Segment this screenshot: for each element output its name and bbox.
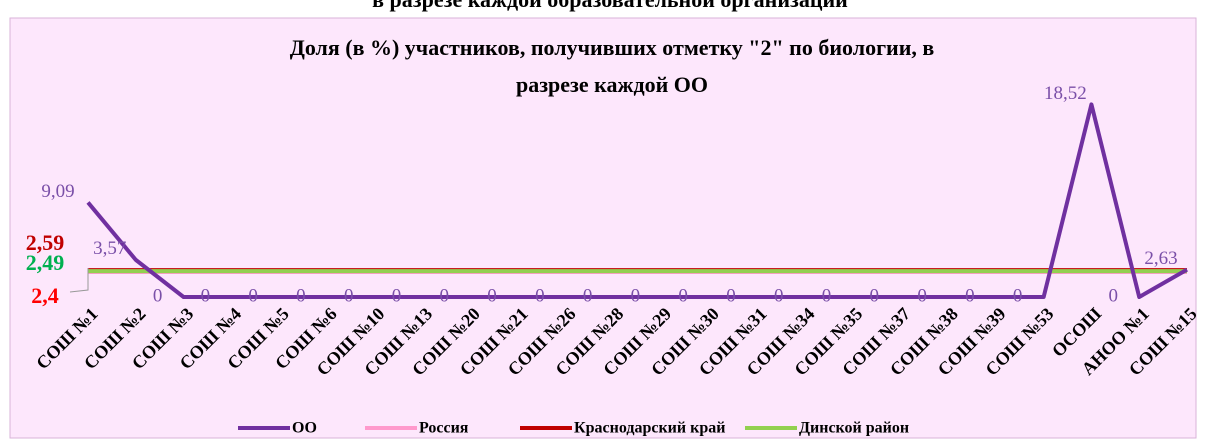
data-label: 0 bbox=[774, 285, 784, 306]
data-label: 0 bbox=[535, 285, 545, 306]
data-label: 9,09 bbox=[41, 181, 74, 202]
legend-label: Россия bbox=[419, 420, 469, 437]
legend-label: Динской район bbox=[799, 420, 909, 437]
data-label: 0 bbox=[917, 285, 927, 306]
data-label: 0 bbox=[296, 285, 306, 306]
data-label: 0 bbox=[1108, 285, 1118, 306]
legend-label: Краснодарский край bbox=[574, 420, 725, 437]
legend-label: ОО bbox=[292, 420, 317, 437]
chart-title: Доля (в %) участников, получивших отметк… bbox=[290, 35, 935, 60]
chart-title: разрезе каждой ОО bbox=[516, 72, 708, 97]
data-label: 0 bbox=[726, 285, 736, 306]
reference-label: 2,4 bbox=[31, 283, 59, 308]
data-label: 0 bbox=[440, 285, 450, 306]
data-label: 0 bbox=[201, 285, 211, 306]
data-label: 0 bbox=[631, 285, 641, 306]
data-label: 0 bbox=[392, 285, 402, 306]
data-label: 0 bbox=[487, 285, 497, 306]
data-label: 0 bbox=[870, 285, 880, 306]
data-label: 0 bbox=[153, 285, 163, 306]
data-label: 0 bbox=[678, 285, 688, 306]
page-title: в разрезе каждой образовательной организ… bbox=[372, 0, 848, 12]
data-line bbox=[86, 102, 1188, 299]
data-label: 0 bbox=[583, 285, 593, 306]
data-label: 0 bbox=[965, 285, 975, 306]
leader-line bbox=[69, 268, 89, 293]
data-label: 0 bbox=[822, 285, 832, 306]
reference-label: 2,49 bbox=[26, 250, 65, 275]
reference-label: 2,59 bbox=[26, 230, 65, 255]
chart-area bbox=[9, 17, 1197, 439]
data-label: 0 bbox=[248, 285, 258, 306]
data-label: 2,63 bbox=[1144, 248, 1177, 269]
data-label: 18,52 bbox=[1044, 83, 1087, 104]
data-label: 0 bbox=[1013, 285, 1023, 306]
data-label: 0 bbox=[344, 285, 354, 306]
data-label: 3,57 bbox=[93, 238, 126, 259]
